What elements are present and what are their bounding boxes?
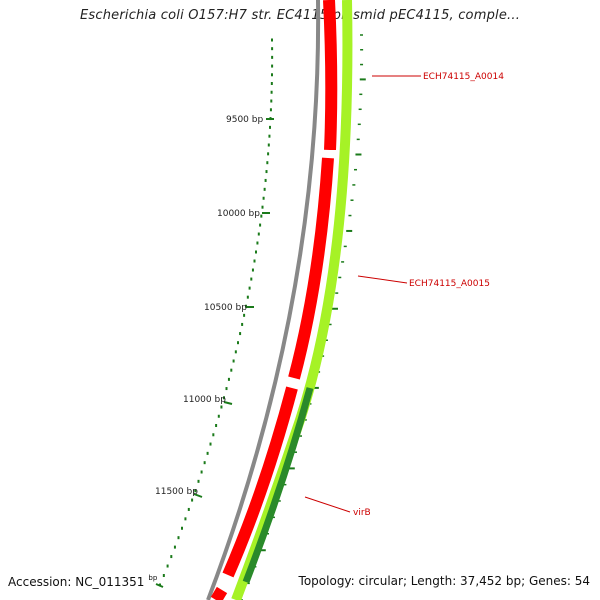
minor-tick: [271, 73, 273, 77]
minor-tick: [194, 489, 197, 493]
gene-label-a0014[interactable]: ECH74115_A0014: [423, 72, 504, 82]
minor-tick: [232, 359, 235, 363]
tick-label-11000: 11000 bp: [183, 395, 226, 405]
minor-tick: [269, 108, 272, 112]
minor-tick: [263, 187, 266, 191]
minor-tick: [234, 350, 237, 354]
tick-label-11500: 11500 bp: [155, 487, 198, 497]
minor-tick: [250, 277, 253, 281]
minor-tick: [191, 498, 194, 502]
minor-tick: [200, 470, 203, 474]
topology-summary: Topology: circular; Length: 37,452 bp; G…: [298, 574, 590, 588]
gene-arc-forward-3: [222, 386, 298, 578]
gene-label-virb[interactable]: virB: [353, 508, 371, 518]
minor-tick: [259, 223, 262, 227]
minor-tick: [264, 178, 267, 182]
minor-tick: [162, 574, 165, 578]
minor-tick: [209, 442, 212, 446]
minor-tick: [267, 152, 270, 156]
minor-tick: [270, 99, 273, 103]
gene-arrow-1: [322, 150, 338, 158]
minor-tick: [266, 161, 269, 165]
minor-tick: [271, 38, 273, 42]
minor-tick: [270, 90, 273, 94]
minor-tick: [206, 451, 209, 455]
minor-tick: [170, 555, 173, 559]
minor-tick: [248, 286, 251, 290]
minor-tick: [177, 536, 180, 540]
minor-tick: [220, 405, 223, 409]
accession-unit: bp: [148, 574, 158, 582]
gene-arrow-2: [288, 378, 302, 388]
minor-tick: [237, 341, 239, 345]
accession-value: Accession: NC_011351: [8, 575, 145, 589]
minor-tick: [243, 313, 246, 317]
minor-tick: [223, 396, 225, 400]
minor-tick: [225, 387, 228, 391]
gene-arc-forward-2: [288, 157, 334, 380]
minor-tick: [255, 250, 257, 254]
minor-tick: [260, 214, 263, 218]
minor-tick: [173, 545, 176, 549]
minor-tick: [230, 368, 233, 372]
gene-arc-forward-1: [323, 0, 338, 151]
minor-tick: [268, 134, 271, 138]
minor-tick: [166, 564, 169, 568]
minor-tick: [251, 268, 254, 272]
map-title: Escherichia coli O157:H7 str. EC4115 pla…: [79, 8, 521, 23]
tick-label-10500: 10500 bp: [204, 303, 247, 313]
minor-tick: [267, 143, 270, 147]
minor-tick: [271, 47, 274, 51]
minor-tick: [261, 205, 264, 209]
tick-label-10000: 10000 bp: [217, 209, 260, 219]
minor-tick: [184, 517, 187, 521]
gene-arc-forward-4: [210, 586, 228, 600]
minor-tick: [227, 377, 230, 381]
minor-tick: [197, 479, 200, 483]
minor-tick: [262, 196, 265, 200]
minor-tick: [181, 526, 183, 530]
minor-tick: [239, 332, 242, 336]
minor-tick: [253, 259, 256, 263]
minor-tick: [212, 433, 215, 437]
minor-tick: [246, 295, 249, 299]
minor-tick: [257, 232, 260, 236]
minor-tick: [271, 64, 274, 68]
minor-tick: [241, 322, 244, 326]
gene-label-leaders: [304, 75, 421, 513]
minor-tick: [215, 424, 218, 428]
outer-tick-marks: [240, 34, 366, 600]
gene-label-a0015[interactable]: ECH74115_A0015: [409, 279, 490, 289]
gene-arrow-3: [222, 575, 236, 586]
minor-tick: [270, 82, 273, 86]
minor-tick: [187, 507, 190, 511]
backbone-track: [206, 0, 321, 600]
minor-tick: [269, 125, 271, 129]
minor-tick: [271, 55, 274, 59]
accession-text: Accession: NC_011351 bp: [8, 574, 157, 589]
gene-arc-virb: [242, 387, 314, 584]
minor-tick: [256, 241, 259, 245]
minor-tick: [203, 461, 206, 465]
minor-tick: [265, 170, 268, 174]
minor-tick: [217, 414, 220, 418]
tick-label-9500: 9500 bp: [226, 115, 263, 125]
major-ticks: [155, 118, 274, 588]
